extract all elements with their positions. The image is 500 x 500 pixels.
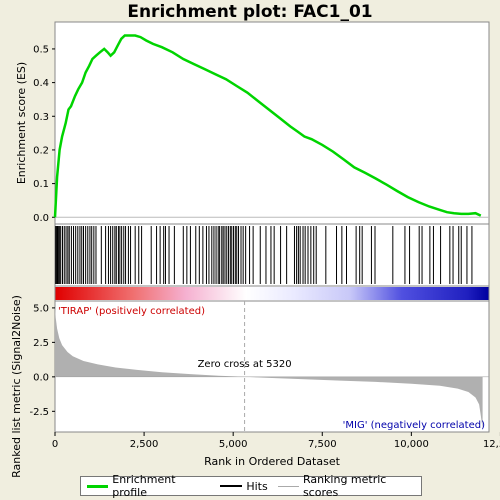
neg-correlated-label: 'MIG' (negatively correlated) (343, 420, 485, 431)
es-ytick-label: 0.4 (33, 78, 49, 89)
legend-swatch-metric (278, 486, 299, 487)
xtick-label: 10,000 (394, 439, 429, 450)
legend-swatch-hits (220, 485, 242, 487)
legend-item-metric: Ranking metric scores (278, 473, 421, 499)
pos-correlated-label: 'TIRAP' (positively correlated) (58, 306, 205, 317)
es-ytick-label: 0.2 (33, 145, 49, 156)
legend-label-profile: Enrichment profile (112, 473, 210, 499)
legend-item-hits: Hits (220, 480, 267, 493)
es-ytick-label: 0.5 (33, 44, 49, 55)
es-ylabel: Enrichment score (ES) (15, 62, 28, 184)
xtick-label: 0 (52, 439, 58, 450)
legend: Enrichment profile Hits Ranking metric s… (80, 476, 422, 496)
xtick-label: 7,500 (308, 439, 337, 450)
metric-ytick-label: 2.5 (33, 338, 49, 349)
rank-colorbar (56, 287, 489, 300)
es-ytick-label: 0.1 (33, 179, 49, 190)
es-ytick-label: 0.0 (33, 213, 49, 224)
xtick-label: 12,500 (483, 439, 500, 450)
es-panel (55, 22, 489, 224)
legend-label-metric: Ranking metric scores (303, 473, 421, 499)
legend-swatch-profile (87, 485, 108, 488)
legend-item-profile: Enrichment profile (87, 473, 210, 499)
metric-ylabel: Ranked list metric (Signal2Noise) (10, 295, 23, 478)
metric-ytick-label: -2.5 (29, 407, 49, 418)
metric-ytick-label: 0.0 (33, 372, 49, 383)
xtick-label: 5,000 (219, 439, 248, 450)
xtick-label: 2,500 (130, 439, 159, 450)
xlabel: Rank in Ordered Dataset (204, 455, 341, 468)
legend-label-hits: Hits (246, 480, 267, 493)
metric-ytick-label: 5.0 (33, 303, 49, 314)
zero-cross-label: Zero cross at 5320 (198, 359, 292, 370)
es-ytick-label: 0.3 (33, 112, 49, 123)
